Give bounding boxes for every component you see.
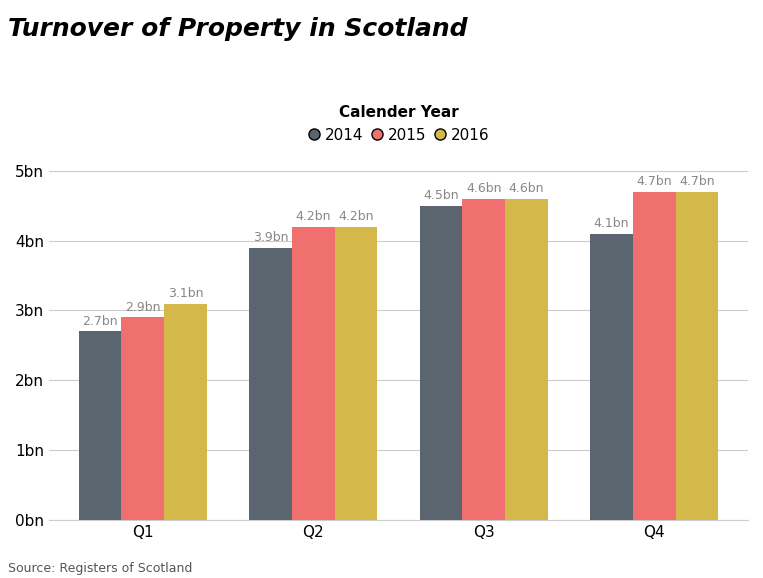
Text: 3.9bn: 3.9bn (253, 231, 288, 244)
Text: 2.7bn: 2.7bn (82, 315, 118, 328)
Bar (79, 331, 121, 520)
Bar (250, 247, 292, 520)
Bar (164, 303, 207, 520)
Bar (505, 199, 548, 520)
Text: 4.6bn: 4.6bn (509, 182, 544, 195)
Bar (675, 192, 718, 520)
Bar (462, 199, 505, 520)
Text: 4.6bn: 4.6bn (466, 182, 501, 195)
Bar (420, 206, 462, 520)
Text: 2.9bn: 2.9bn (125, 301, 160, 314)
Text: 3.1bn: 3.1bn (168, 287, 203, 300)
Text: 4.2bn: 4.2bn (295, 210, 331, 223)
Bar (633, 192, 675, 520)
Text: 4.1bn: 4.1bn (594, 217, 629, 230)
Text: 4.5bn: 4.5bn (423, 189, 459, 202)
Bar (334, 227, 377, 520)
Text: Source: Registers of Scotland: Source: Registers of Scotland (8, 562, 192, 575)
Text: Turnover of Property in Scotland: Turnover of Property in Scotland (8, 17, 467, 42)
Bar (121, 317, 164, 520)
Text: 4.2bn: 4.2bn (338, 210, 374, 223)
Bar (292, 227, 334, 520)
Legend: 2014, 2015, 2016: 2014, 2015, 2016 (301, 99, 495, 149)
Bar (591, 234, 633, 520)
Text: 4.7bn: 4.7bn (636, 175, 672, 188)
Text: 4.7bn: 4.7bn (679, 175, 715, 188)
